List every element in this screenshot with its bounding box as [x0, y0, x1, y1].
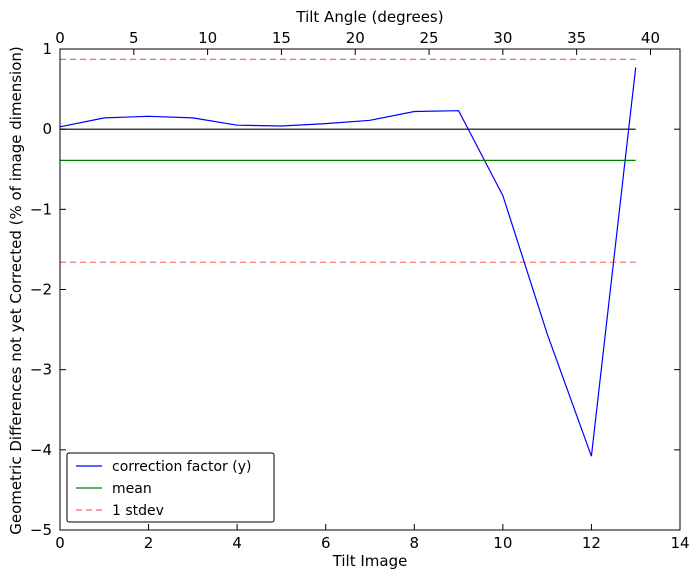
- x-tick-label: 2: [144, 534, 154, 552]
- y-tick-label: −1: [30, 200, 52, 218]
- x-tick-label: 12: [582, 534, 601, 552]
- top-x-tick-label: 25: [420, 29, 439, 47]
- x-tick-label: 6: [321, 534, 331, 552]
- y-tick-label: −5: [30, 521, 52, 539]
- y-tick-label: 1: [42, 40, 52, 58]
- x-tick-label: 14: [670, 534, 689, 552]
- top-x-axis-label: Tilt Angle (degrees): [295, 8, 443, 26]
- y-tick-label: −3: [30, 361, 52, 379]
- top-x-tick-label: 20: [346, 29, 365, 47]
- legend: correction factor (y) mean 1 stdev: [66, 452, 275, 523]
- plot-area: [59, 58, 637, 457]
- legend-label-0: correction factor (y): [112, 459, 251, 475]
- top-x-tick-label: 15: [272, 29, 291, 47]
- top-x-tick-label: 40: [641, 29, 660, 47]
- legend-label-1: mean: [112, 481, 152, 497]
- y-tick-label: 0: [42, 120, 52, 138]
- x-tick-label: 0: [55, 534, 65, 552]
- x-tick-label: 8: [410, 534, 420, 552]
- y-tick-label: −2: [30, 281, 52, 299]
- top-x-tick-label: 30: [493, 29, 512, 47]
- top-x-tick-label: 35: [567, 29, 586, 47]
- y-tick-label: −4: [30, 441, 52, 459]
- legend-label-2: 1 stdev: [112, 503, 164, 519]
- top-x-tick-label: 10: [198, 29, 217, 47]
- x-axis-label: Tilt Image: [332, 552, 408, 570]
- x-tick-label: 4: [232, 534, 242, 552]
- y-axis-label: Geometric Differences not yet Corrected …: [7, 46, 25, 535]
- top-x-tick-label: 5: [129, 29, 139, 47]
- top-x-tick-label: 0: [55, 29, 65, 47]
- x-tick-label: 10: [493, 534, 512, 552]
- legend-box: [66, 452, 275, 523]
- series-line-0: [59, 67, 637, 457]
